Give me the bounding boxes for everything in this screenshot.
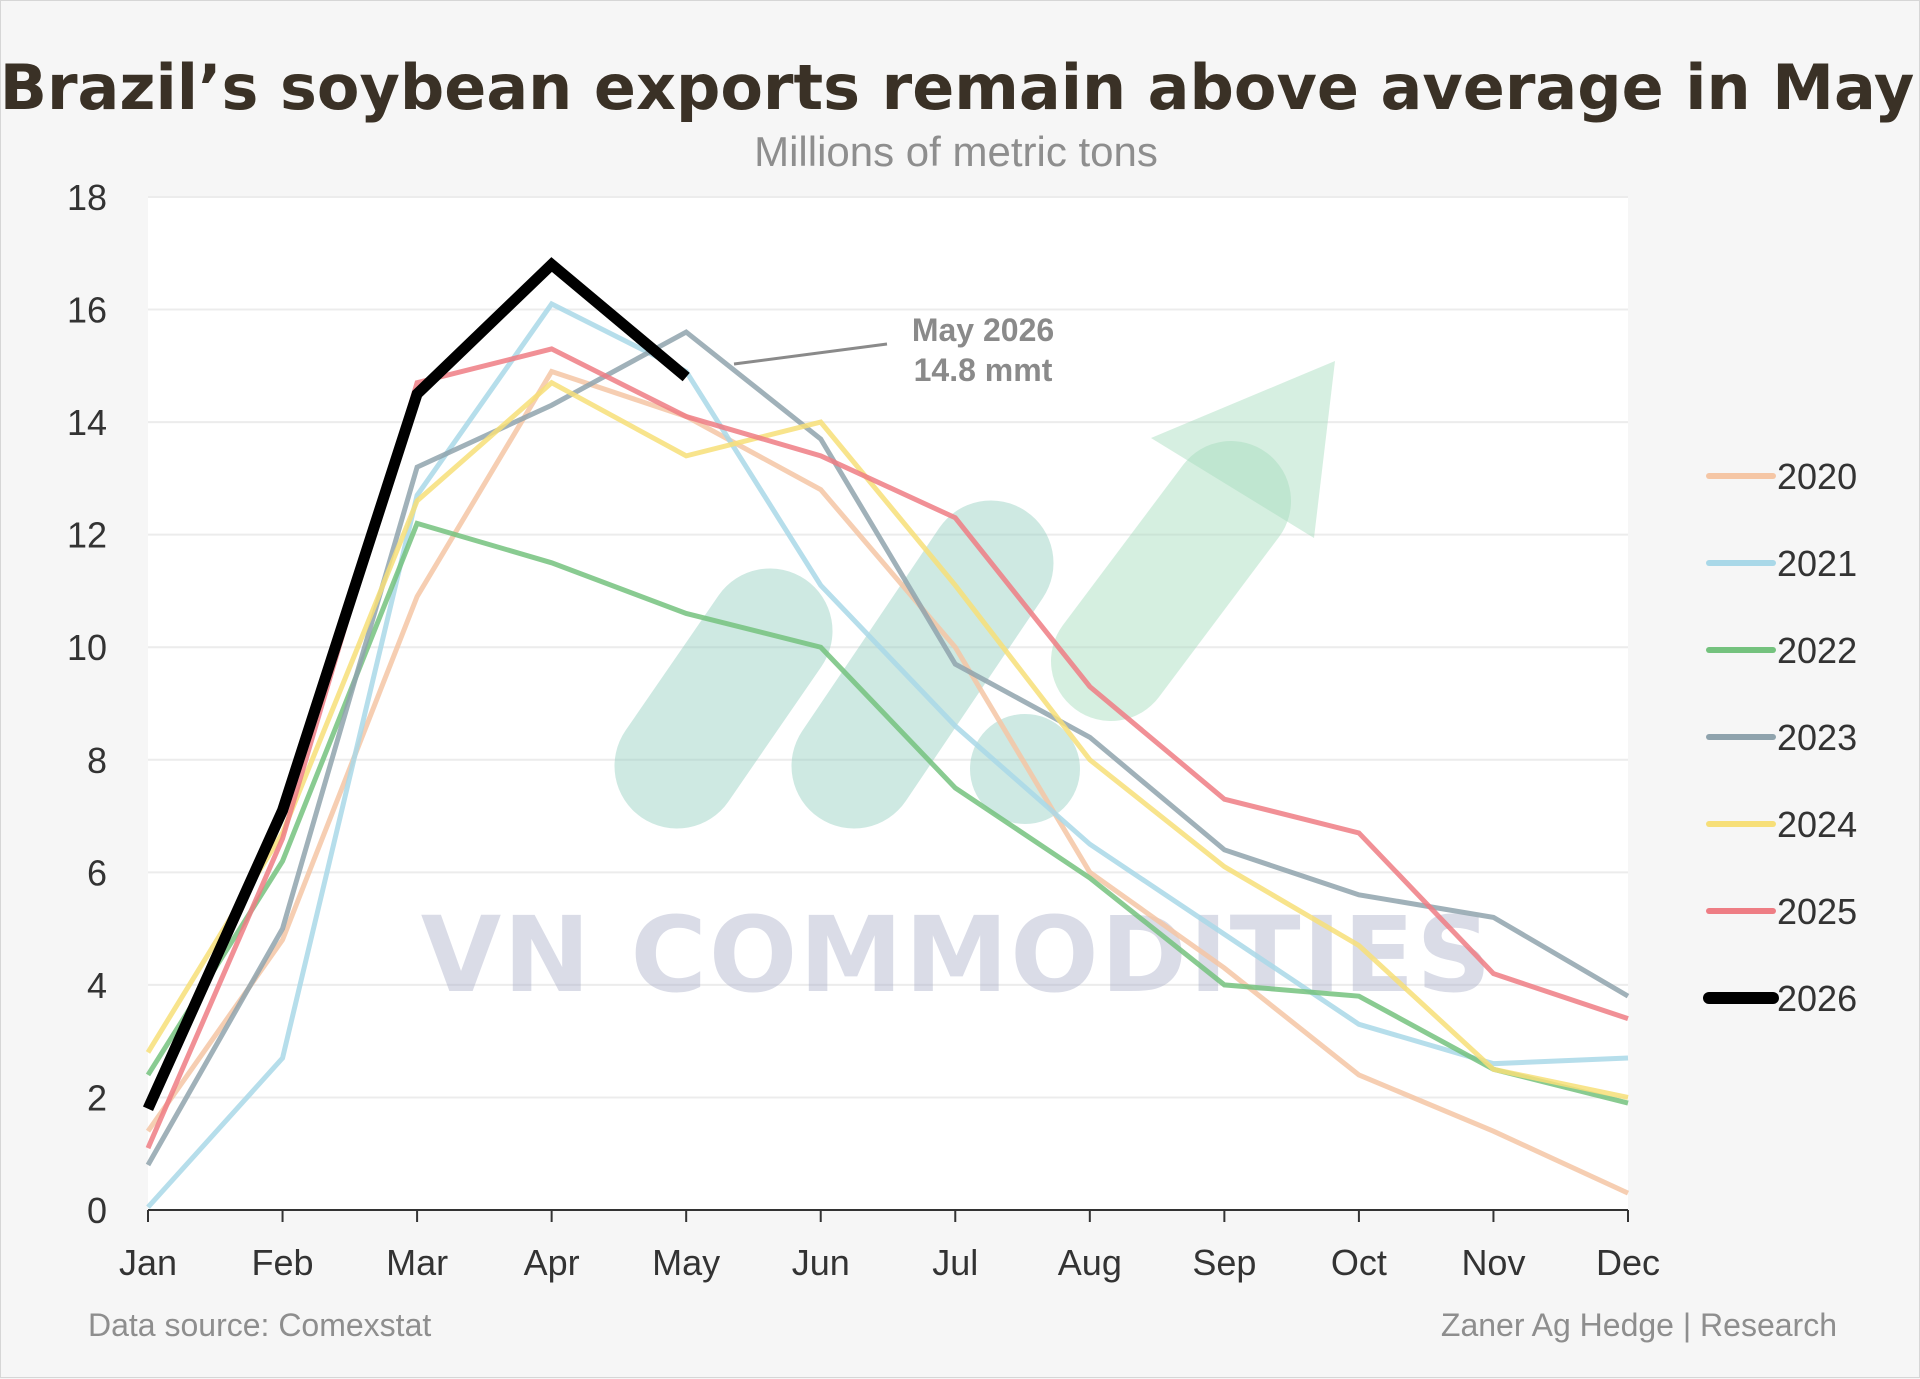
legend-label: 2025 <box>1777 891 1857 932</box>
x-tick-label: Aug <box>1058 1242 1122 1283</box>
watermark-icon <box>614 361 1335 829</box>
watermark-text: VN COMMODITIES <box>421 894 1493 1016</box>
y-tick-label: 8 <box>87 740 107 781</box>
annotation-line1: May 2026 <box>912 312 1054 348</box>
y-tick-label: 4 <box>87 965 107 1006</box>
legend-label: 2021 <box>1777 543 1857 584</box>
x-tick-label: Sep <box>1192 1242 1256 1283</box>
y-tick-label: 0 <box>87 1190 107 1231</box>
y-tick-label: 16 <box>67 290 107 331</box>
watermark-logo: VN COMMODITIES <box>421 361 1493 1016</box>
series-line-2021 <box>146 300 1629 1209</box>
annotation-leader-line <box>733 342 888 366</box>
x-tick-label: Oct <box>1331 1242 1387 1283</box>
may-2026-annotation: May 2026 14.8 mmt <box>733 312 1054 388</box>
legend-label: 2022 <box>1777 630 1857 671</box>
y-tick-label: 10 <box>67 627 107 668</box>
y-tick-label: 18 <box>67 177 107 218</box>
chart-title: Brazil’s soybean exports remain above av… <box>1 51 1914 124</box>
x-tick-label: Jun <box>792 1242 850 1283</box>
x-tick-label: Nov <box>1461 1242 1525 1283</box>
x-axis-ticks: Jan Feb Mar Apr May Jun Jul Aug Sep Oct Nov Dec <box>119 1210 1660 1283</box>
x-tick-label: Dec <box>1596 1242 1660 1283</box>
x-tick-label: Mar <box>386 1242 448 1283</box>
series-lines <box>142 257 1630 1209</box>
x-tick-label: May <box>652 1242 720 1283</box>
data-source-note: Data source: Comexstat <box>88 1307 431 1343</box>
series-line-2026 <box>142 257 690 1111</box>
gridlines <box>148 196 1628 1099</box>
legend-label: 2026 <box>1777 978 1857 1019</box>
y-axis-ticks: 0 2 4 6 8 10 12 14 16 18 <box>67 177 107 1231</box>
x-tick-label: Apr <box>524 1242 580 1283</box>
legend-label: 2020 <box>1777 456 1857 497</box>
series-line-2023 <box>145 329 1630 1167</box>
y-tick-label: 14 <box>67 402 107 443</box>
legend-label: 2024 <box>1777 804 1857 845</box>
y-tick-label: 2 <box>87 1077 107 1118</box>
series-line-2022 <box>145 520 1629 1106</box>
annotation-line2: 14.8 mmt <box>914 352 1053 388</box>
y-tick-label: 12 <box>67 515 107 556</box>
series-line-2024 <box>145 379 1629 1100</box>
x-tick-label: Feb <box>252 1242 314 1283</box>
credit-note: Zaner Ag Hedge | Research <box>1441 1307 1837 1343</box>
y-tick-label: 6 <box>87 852 107 893</box>
plot-area <box>148 197 1628 1210</box>
x-tick-label: Jan <box>119 1242 177 1283</box>
legend-label: 2023 <box>1777 717 1857 758</box>
series-line-2020 <box>145 368 1630 1196</box>
legend: 2020 2021 2022 2023 2024 2025 2026 <box>1703 456 1857 1019</box>
x-tick-label: Jul <box>932 1242 978 1283</box>
chart-subtitle: Millions of metric tons <box>754 128 1158 175</box>
